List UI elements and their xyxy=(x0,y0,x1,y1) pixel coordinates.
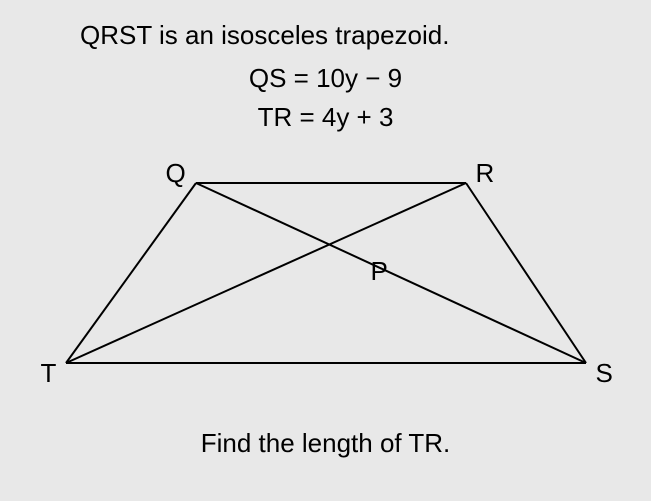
vertex-label-Q: Q xyxy=(166,158,186,189)
question-text: Find the length of TR. xyxy=(40,428,611,459)
edge-Q-S xyxy=(196,183,586,363)
vertex-label-T: T xyxy=(41,358,57,389)
vertex-label-S: S xyxy=(596,358,613,389)
edge-T-Q xyxy=(66,183,196,363)
diagram-svg xyxy=(46,153,606,413)
vertex-label-P: P xyxy=(371,256,388,287)
equation-tr: TR = 4y + 3 xyxy=(40,102,611,133)
edge-T-R xyxy=(66,183,466,363)
problem-title: QRST is an isosceles trapezoid. xyxy=(40,20,611,51)
equation-qs: QS = 10y − 9 xyxy=(40,63,611,94)
vertex-label-R: R xyxy=(476,158,495,189)
trapezoid-diagram: QRSTP xyxy=(46,153,606,413)
